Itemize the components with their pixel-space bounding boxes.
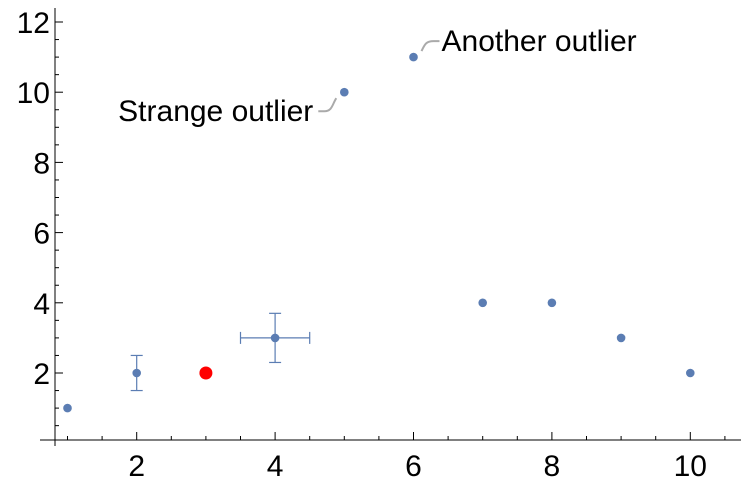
data-point	[63, 403, 72, 413]
data-point	[616, 333, 626, 343]
x-tick-label: 4	[267, 450, 284, 483]
data-point	[270, 333, 280, 343]
y-tick-label: 2	[33, 358, 50, 391]
annotation-label: Strange outlier	[118, 95, 313, 128]
y-tick-label: 12	[17, 7, 50, 40]
x-tick-label: 8	[544, 450, 561, 483]
y-tick-label: 10	[17, 77, 50, 110]
x-tick-label: 10	[674, 450, 707, 483]
data-point	[686, 368, 695, 378]
x-tick-label: 2	[128, 450, 145, 483]
y-tick-label: 4	[33, 288, 50, 321]
annotations: Strange outlier Another outlier	[118, 25, 636, 128]
data-point	[132, 368, 141, 378]
data-point	[478, 298, 488, 308]
highlighted-point	[199, 366, 213, 380]
data-point	[547, 298, 557, 308]
callout-line	[420, 40, 440, 52]
data-point	[340, 87, 349, 97]
annotation-label: Another outlier	[442, 25, 637, 58]
axes: 2 4 6 8 10 2 4 6 8 10 12	[17, 7, 741, 483]
x-tick-label: 6	[405, 450, 422, 483]
y-tick-label: 8	[33, 147, 50, 180]
callout-line	[318, 97, 338, 113]
y-tick-label: 6	[33, 218, 50, 251]
data-point	[409, 52, 418, 62]
data-points	[63, 52, 695, 413]
